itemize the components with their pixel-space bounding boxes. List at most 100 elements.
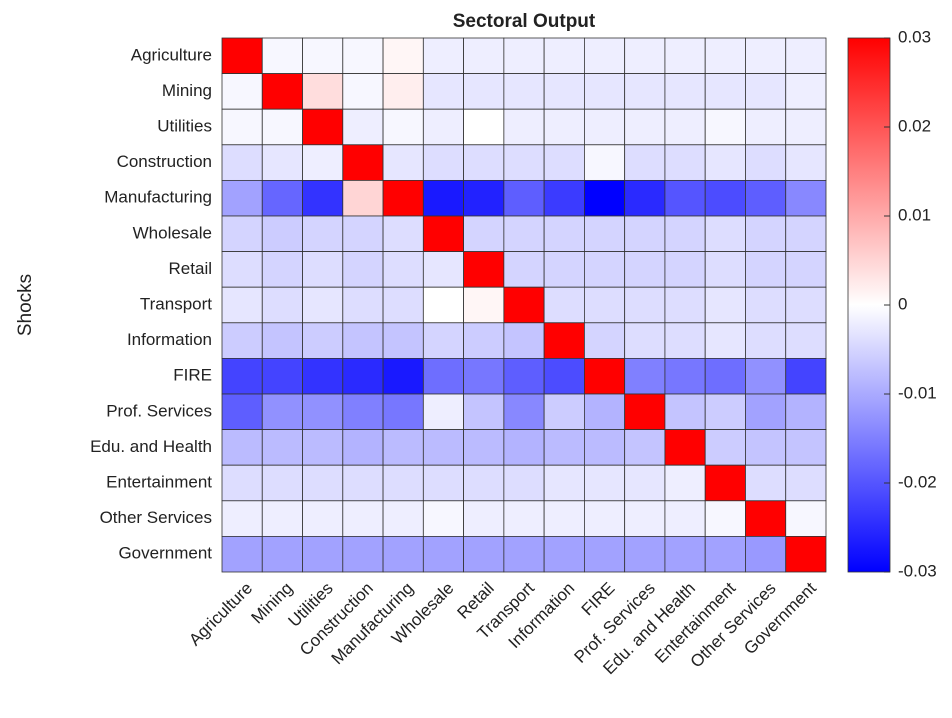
heatmap-cell — [261, 108, 303, 146]
heatmap-cell — [704, 215, 746, 252]
heatmap-cell — [261, 37, 303, 74]
heatmap-cell — [463, 536, 505, 573]
heatmap-cell — [543, 251, 585, 288]
heatmap-cell — [664, 73, 706, 110]
heatmap-cell — [261, 393, 303, 430]
x-tick-label: Agriculture — [185, 579, 256, 650]
heatmap-cell — [543, 37, 585, 74]
heatmap-cell — [422, 179, 465, 217]
heatmap-cell — [624, 500, 666, 537]
heatmap-cell — [463, 464, 505, 502]
heatmap-cell — [503, 536, 545, 573]
heatmap-cell — [342, 357, 384, 395]
colorbar-tick-label: -0.02 — [898, 472, 937, 491]
heatmap-cell — [543, 73, 585, 110]
y-tick-label: Edu. and Health — [90, 437, 212, 456]
heatmap-cell — [302, 464, 344, 502]
y-axis-label: Shocks — [15, 274, 36, 336]
heatmap-cell — [422, 536, 465, 573]
heatmap-cell — [382, 144, 424, 181]
heatmap-cell — [503, 73, 545, 110]
heatmap-cell — [221, 108, 263, 146]
heatmap-cell — [704, 179, 746, 217]
colorbar-tick-label: -0.03 — [898, 561, 937, 580]
heatmap-cell — [543, 393, 585, 430]
heatmap-cell — [342, 429, 384, 466]
heatmap-cell — [221, 73, 263, 110]
heatmap-cell — [422, 464, 465, 502]
heatmap-cell — [382, 108, 424, 146]
heatmap-cell — [463, 322, 505, 359]
heatmap-cell — [624, 464, 666, 502]
heatmap-cell — [503, 393, 545, 430]
heatmap-cell — [745, 357, 787, 395]
heatmap-cell — [221, 322, 263, 359]
heatmap-cell — [745, 500, 787, 537]
heatmap-cell — [302, 393, 344, 430]
heatmap-cell — [584, 108, 626, 146]
heatmap-cell — [785, 357, 827, 395]
y-tick-label: Utilities — [157, 116, 212, 135]
heatmap-cell — [543, 108, 585, 146]
colorbar — [847, 37, 891, 573]
heatmap-cell — [584, 357, 626, 395]
heatmap-cell — [221, 536, 263, 573]
heatmap-cell — [382, 357, 424, 395]
heatmap-cell — [745, 108, 787, 146]
heatmap-cell — [704, 286, 746, 324]
heatmap-cell — [221, 144, 263, 181]
y-tick-label: FIRE — [173, 366, 212, 385]
heatmap-cell — [463, 73, 505, 110]
heatmap-cell — [745, 37, 787, 74]
heatmap-cell — [342, 215, 384, 252]
heatmap-cell — [382, 215, 424, 252]
heatmap-cell — [543, 464, 585, 502]
heatmap-cell — [704, 37, 746, 74]
heatmap-cell — [785, 393, 827, 430]
heatmap-cell — [422, 286, 465, 324]
heatmap-cell — [624, 144, 666, 181]
heatmap-cell — [624, 286, 666, 324]
heatmap-cell — [422, 251, 465, 288]
heatmap-cell — [624, 322, 666, 359]
heatmap-cell — [543, 500, 585, 537]
y-tick-label: Wholesale — [133, 223, 212, 242]
heatmap-cell — [422, 73, 465, 110]
y-tick-label: Mining — [162, 81, 212, 100]
heatmap-cell — [302, 215, 344, 252]
heatmap-cell — [785, 464, 827, 502]
heatmap-cell — [422, 322, 465, 359]
colorbar-tick-label: 0.03 — [898, 27, 931, 46]
heatmap-cell — [503, 286, 545, 324]
heatmap-cell — [221, 37, 263, 74]
heatmap-cell — [704, 108, 746, 146]
heatmap-cell — [382, 464, 424, 502]
heatmap-cell — [584, 215, 626, 252]
heatmap-cell — [624, 393, 666, 430]
heatmap-cell — [503, 179, 545, 217]
heatmap-cell — [503, 37, 545, 74]
heatmap-cell — [342, 37, 384, 74]
heatmap-cell — [463, 429, 505, 466]
heatmap-cell — [543, 215, 585, 252]
heatmap-cell — [261, 251, 303, 288]
heatmap-cell — [704, 251, 746, 288]
heatmap-cell — [463, 357, 505, 395]
heatmap-cell — [584, 144, 626, 181]
heatmap-cell — [785, 73, 827, 110]
heatmap-cell — [261, 429, 303, 466]
heatmap-cell — [664, 393, 706, 430]
heatmap-cell — [745, 215, 787, 252]
heatmap-cell — [584, 286, 626, 324]
heatmap-cell — [664, 500, 706, 537]
heatmap-cell — [261, 464, 303, 502]
heatmap-cell — [664, 37, 706, 74]
heatmap-cell — [664, 322, 706, 359]
heatmap-cell — [503, 144, 545, 181]
colorbar-tick-label: 0.02 — [898, 116, 931, 135]
heatmap-cell — [584, 393, 626, 430]
heatmap-cell — [584, 179, 626, 217]
heatmap-cell — [302, 322, 344, 359]
